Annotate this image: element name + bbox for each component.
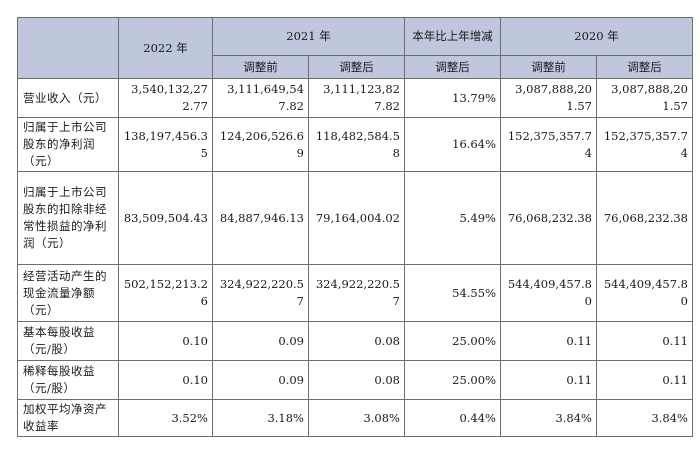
cell-change: 0.44% — [404, 399, 501, 437]
cell-change: 5.49% — [404, 171, 501, 265]
row-label-operating-cash-flow: 经营活动产生的现金流量净额（元） — [17, 264, 119, 322]
cell-2020-after: 0.11 — [596, 321, 693, 361]
cell-2021-before: 0.09 — [212, 321, 309, 361]
cell-2021-before: 124,206,526.69 — [212, 117, 309, 172]
cell-2020-after: 3.84% — [596, 399, 693, 437]
cell-change: 25.00% — [404, 360, 501, 400]
cell-change: 54.55% — [404, 264, 501, 322]
cell-2020-after: 152,375,357.74 — [596, 117, 693, 172]
cell-2021-after: 118,482,584.58 — [308, 117, 405, 172]
header-2021: 2021 年 — [212, 17, 405, 56]
cell-2022: 0.10 — [118, 360, 213, 400]
table-body: 营业收入（元） 3,540,132,272.77 3,111,649,547.8… — [17, 78, 693, 437]
header-row-years: 2022 年 2021 年 本年比上年增减 2020 年 — [17, 17, 693, 79]
table-row: 基本每股收益（元/股） 0.10 0.09 0.08 25.00% 0.11 0… — [17, 321, 693, 361]
header-2021-before: 调整前 — [212, 55, 309, 79]
cell-change: 16.64% — [404, 117, 501, 172]
cell-2021-after: 0.08 — [308, 360, 405, 400]
cell-2021-after: 79,164,004.02 — [308, 171, 405, 265]
header-blank-cell — [17, 17, 119, 79]
cell-2020-after: 3,087,888,201.57 — [596, 78, 693, 118]
table-row: 经营活动产生的现金流量净额（元） 502,152,213.26 324,922,… — [17, 264, 693, 322]
cell-2020-before: 3.84% — [500, 399, 597, 437]
cell-2022: 0.10 — [118, 321, 213, 361]
table-row: 归属于上市公司股东的扣除非经常性损益的净利润（元） 83,509,504.43 … — [17, 171, 693, 265]
cell-2021-before: 84,887,946.13 — [212, 171, 309, 265]
table-header: 2022 年 2021 年 本年比上年增减 2020 年 调整前 调整后 调整后… — [17, 17, 693, 79]
row-label-weighted-roe: 加权平均净资产收益率 — [17, 399, 119, 437]
cell-2022: 502,152,213.26 — [118, 264, 213, 322]
cell-2022: 83,509,504.43 — [118, 171, 213, 265]
row-label-net-profit: 归属于上市公司股东的净利润（元） — [17, 117, 119, 172]
cell-2021-before: 3.18% — [212, 399, 309, 437]
row-label-basic-eps: 基本每股收益（元/股） — [17, 321, 119, 361]
header-change: 本年比上年增减 — [404, 17, 501, 56]
table-row: 加权平均净资产收益率 3.52% 3.18% 3.08% 0.44% 3.84%… — [17, 399, 693, 437]
cell-2021-before: 0.09 — [212, 360, 309, 400]
cell-2021-before: 324,922,220.57 — [212, 264, 309, 322]
table-row: 稀释每股收益（元/股） 0.10 0.09 0.08 25.00% 0.11 0… — [17, 360, 693, 400]
cell-2021-after: 3.08% — [308, 399, 405, 437]
table-row: 归属于上市公司股东的净利润（元） 138,197,456.35 124,206,… — [17, 117, 693, 172]
financial-data-table: 2022 年 2021 年 本年比上年增减 2020 年 调整前 调整后 调整后… — [17, 17, 693, 437]
cell-2020-after: 0.11 — [596, 360, 693, 400]
cell-2022: 3,540,132,272.77 — [118, 78, 213, 118]
cell-change: 25.00% — [404, 321, 501, 361]
cell-2020-before: 3,087,888,201.57 — [500, 78, 597, 118]
row-label-net-profit-deducted: 归属于上市公司股东的扣除非经常性损益的净利润（元） — [17, 171, 119, 265]
header-row-sub: 调整前 调整后 调整后 调整前 调整后 — [18, 55, 693, 79]
header-2022: 2022 年 — [118, 17, 213, 79]
cell-change: 13.79% — [404, 78, 501, 118]
cell-2021-before: 3,111,649,547.82 — [212, 78, 309, 118]
cell-2020-after: 544,409,457.80 — [596, 264, 693, 322]
header-2020-before: 调整前 — [500, 55, 597, 79]
cell-2020-before: 152,375,357.74 — [500, 117, 597, 172]
cell-2021-after: 324,922,220.57 — [308, 264, 405, 322]
header-change-after: 调整后 — [404, 55, 501, 79]
cell-2022: 138,197,456.35 — [118, 117, 213, 172]
cell-2021-after: 3,111,123,827.82 — [308, 78, 405, 118]
table-row: 营业收入（元） 3,540,132,272.77 3,111,649,547.8… — [17, 78, 693, 118]
cell-2020-after: 76,068,232.38 — [596, 171, 693, 265]
header-2021-after: 调整后 — [308, 55, 405, 79]
header-2020: 2020 年 — [500, 17, 693, 56]
row-label-revenue: 营业收入（元） — [17, 78, 119, 118]
cell-2020-before: 76,068,232.38 — [500, 171, 597, 265]
row-label-diluted-eps: 稀释每股收益（元/股） — [17, 360, 119, 400]
cell-2021-after: 0.08 — [308, 321, 405, 361]
cell-2022: 3.52% — [118, 399, 213, 437]
header-2020-after: 调整后 — [596, 55, 693, 79]
cell-2020-before: 0.11 — [500, 360, 597, 400]
cell-2020-before: 544,409,457.80 — [500, 264, 597, 322]
cell-2020-before: 0.11 — [500, 321, 597, 361]
